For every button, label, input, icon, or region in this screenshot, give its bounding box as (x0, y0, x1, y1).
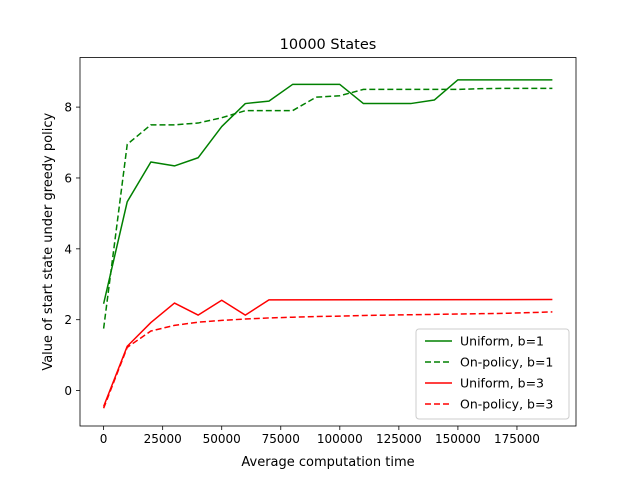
legend-label-on-policy-b-1: On-policy, b=1 (460, 355, 553, 370)
y-tick-label: 4 (64, 242, 72, 256)
series-line-uniform-b-1 (102, 79, 553, 304)
x-axis-label: Average computation time (241, 455, 414, 470)
y-axis-ticks: 0 2 4 6 8 (64, 101, 80, 398)
plot-series (102, 79, 553, 409)
x-tick-label: 25000 (144, 432, 182, 446)
x-tick-label: 150000 (435, 432, 481, 446)
plot-frame (79, 57, 577, 427)
x-tick-label: 100000 (317, 432, 363, 446)
x-tick-label: 125000 (376, 432, 422, 446)
x-tick-label: 175000 (494, 432, 540, 446)
legend-label-uniform-b-3: Uniform, b=3 (460, 376, 544, 391)
y-tick-label: 8 (64, 101, 72, 115)
y-tick-label: 6 (64, 171, 72, 185)
y-axis-label: Value of start state under greedy policy (41, 113, 56, 371)
x-axis-ticks: 0 25000 50000 75000 100000 125000 150000 175000 (100, 426, 540, 446)
x-tick-label: 0 (100, 432, 108, 446)
legend-label-on-policy-b-3: On-policy, b=3 (460, 397, 553, 412)
series-line-on-policy-b-3 (102, 311, 553, 409)
legend-items: Uniform, b=1 On-policy, b=1 Uniform, b=3 On… (425, 334, 553, 412)
legend: Uniform, b=1 On-policy, b=1 Uniform, b=3 On… (415, 328, 570, 420)
series-line-uniform-b-3 (102, 298, 553, 407)
x-tick-label: 50000 (203, 432, 241, 446)
legend-label-uniform-b-1: Uniform, b=1 (460, 334, 544, 349)
series-line-on-policy-b-1 (102, 87, 553, 329)
legend-box (415, 328, 570, 420)
y-tick-label: 0 (64, 384, 72, 398)
x-tick-label: 75000 (262, 432, 300, 446)
chart-title: 10000 States (280, 37, 377, 53)
y-tick-label: 2 (64, 313, 72, 327)
